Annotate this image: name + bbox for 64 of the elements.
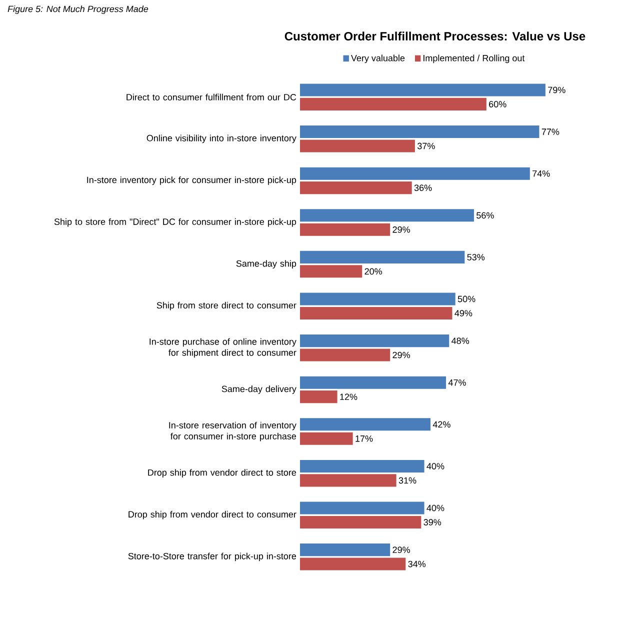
bar <box>300 265 362 278</box>
bar <box>300 390 338 404</box>
data-label: 29% <box>392 546 410 554</box>
data-label: 50% <box>458 296 476 302</box>
y-tick-label: Online visibility into in-store inventory <box>146 134 296 144</box>
data-label: 34% <box>408 560 426 568</box>
legend-label: Implemented / Rolling out <box>424 54 525 64</box>
chart-title: Customer Order Fulfillment Processes: Value vs Use <box>284 32 586 40</box>
data-label: 29% <box>392 352 410 358</box>
bar <box>300 292 456 306</box>
data-label: 77% <box>542 128 560 135</box>
bar <box>300 348 390 362</box>
data-label: 47% <box>448 379 466 386</box>
bar <box>300 558 406 570</box>
y-tick-label: In-store inventory pick for consumer in-store pick-up <box>87 176 296 185</box>
bar <box>300 250 465 264</box>
y-tick-label: In-store reservation of inventory for consumer in-store purchase <box>169 422 296 442</box>
data-label: 12% <box>340 394 358 400</box>
data-label: 31% <box>398 477 416 484</box>
bar <box>300 84 546 96</box>
y-tick-label: Ship to store from "Direct" DC for consumer in-store pick-up <box>54 218 296 227</box>
bar <box>300 516 422 528</box>
bar <box>300 223 390 236</box>
data-label: 40% <box>426 463 444 470</box>
data-label: 79% <box>548 86 566 94</box>
data-label: 40% <box>426 504 444 512</box>
data-label: 53% <box>467 254 485 260</box>
bar <box>300 306 452 320</box>
caption: Figure 5: Not Much Progress Made <box>8 6 148 14</box>
data-label: 48% <box>452 338 470 344</box>
data-label: 56% <box>476 212 494 219</box>
data-label: 37% <box>417 142 435 150</box>
bar <box>300 474 396 487</box>
bar <box>300 376 446 389</box>
y-tick-label: Same-day ship <box>236 260 296 268</box>
y-tick-label: Drop ship from vendor direct to consumer <box>128 510 296 520</box>
bar <box>300 126 540 138</box>
y-tick-label: Ship from store direct to consumer <box>156 302 296 310</box>
y-tick-label: Direct to consumer fulfillment from our DC <box>126 94 296 100</box>
bar <box>300 460 424 472</box>
bar <box>300 544 390 556</box>
bar <box>300 140 415 152</box>
bar <box>300 418 430 431</box>
y-tick-label: In-store purchase of online inventory for shipment direct to consumer <box>150 338 296 358</box>
data-label: 60% <box>489 101 506 108</box>
bar <box>300 209 474 222</box>
data-label: 42% <box>432 421 450 428</box>
bar <box>300 98 486 110</box>
data-label: 17% <box>356 435 373 442</box>
legend-label: Very valuable <box>350 54 405 64</box>
data-label: 74% <box>532 170 550 177</box>
y-tick-label: Drop ship from vendor direct to store <box>148 469 296 478</box>
bar <box>300 502 424 514</box>
data-label: 49% <box>454 310 472 316</box>
bar <box>300 182 412 194</box>
data-label: 36% <box>414 184 432 191</box>
y-tick-label: Store-to-Store transfer for pick-up in-store <box>128 552 296 562</box>
bar <box>300 334 450 348</box>
bar <box>300 432 353 445</box>
data-label: 39% <box>424 519 442 526</box>
y-tick-label: Same-day delivery <box>222 386 296 394</box>
data-label: 29% <box>392 226 410 233</box>
data-label: 20% <box>364 268 382 275</box>
bar <box>300 167 530 180</box>
